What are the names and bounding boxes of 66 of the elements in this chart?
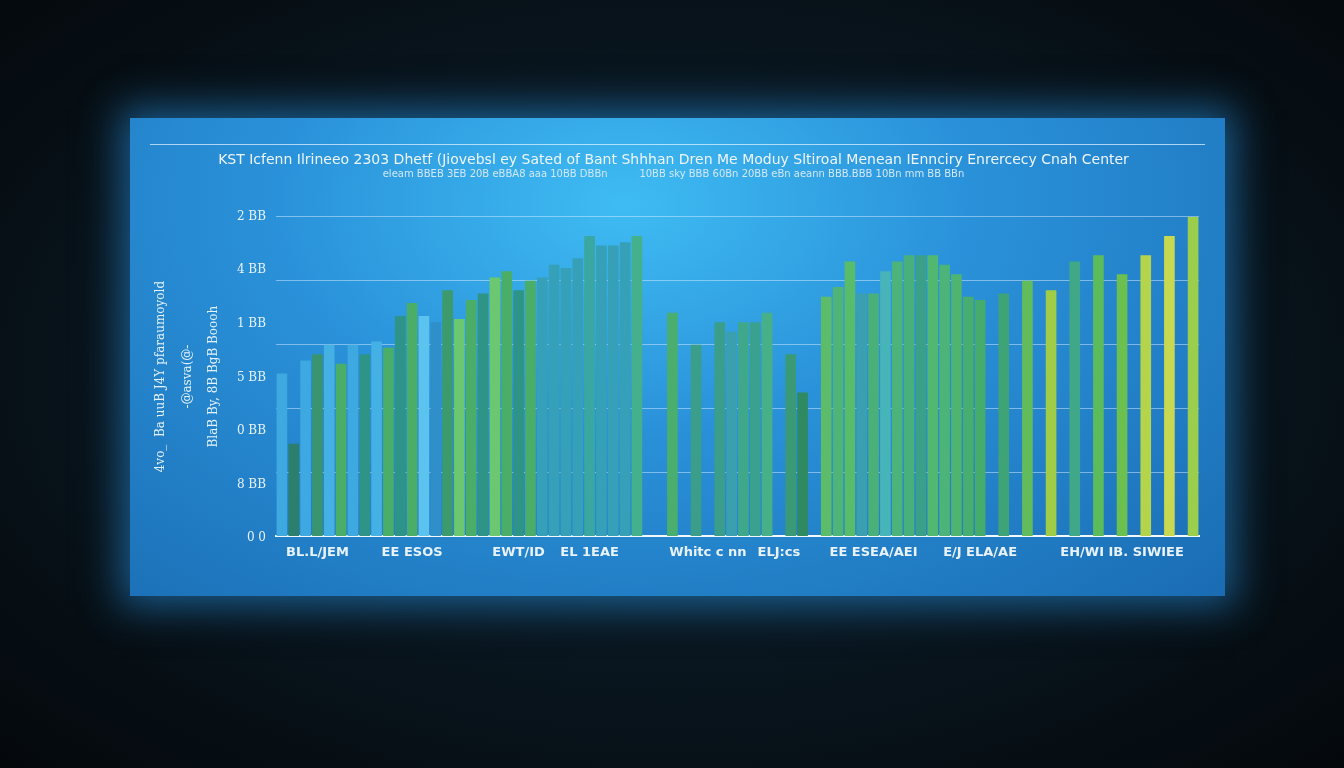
bar xyxy=(667,312,678,536)
bar xyxy=(418,315,430,536)
bar xyxy=(631,235,643,536)
text: 1 BB xyxy=(236,315,266,330)
bar xyxy=(323,344,335,536)
bar xyxy=(312,354,323,536)
bar xyxy=(442,290,453,536)
x-tick-label: EWT/ID xyxy=(492,543,546,559)
bar xyxy=(359,354,371,536)
bar xyxy=(1069,261,1081,536)
bar xyxy=(856,293,868,536)
bar xyxy=(998,293,1010,536)
bar xyxy=(489,277,501,536)
bar xyxy=(276,373,288,536)
text: 2 BB xyxy=(236,208,266,223)
x-tick-label: BL.L/JEM xyxy=(286,543,349,559)
text: 5 BB xyxy=(236,369,266,384)
bar xyxy=(1022,280,1033,536)
x-tick-label: EL 1EAE xyxy=(560,543,619,559)
bar xyxy=(880,271,891,536)
bar xyxy=(714,322,726,536)
bar xyxy=(513,290,524,536)
bar xyxy=(288,443,300,536)
bar xyxy=(465,299,477,536)
bar xyxy=(1164,235,1175,536)
bar xyxy=(406,303,418,536)
bar xyxy=(477,293,489,536)
bar xyxy=(797,392,808,536)
bar xyxy=(430,322,442,536)
bar xyxy=(785,354,797,536)
x-tick-label: Whitc c nn xyxy=(669,543,747,559)
x-tick-label: E/J ELA/AE xyxy=(943,543,1018,559)
x-tick-label: EE ESOS xyxy=(381,543,443,559)
text: 0 BB xyxy=(236,423,266,438)
bar xyxy=(1140,255,1152,536)
y-axis-title: 4vo_ Ba uuB J4Y pfaraumoyold -@asva(@- BlaB By, 8B BgB Boooh xyxy=(153,280,221,473)
bar xyxy=(1187,216,1199,536)
x-tick-label: EE ESEA/AEI xyxy=(829,543,918,559)
bar xyxy=(371,341,382,536)
text: 0 0 xyxy=(246,530,266,545)
bar xyxy=(690,344,702,536)
bar xyxy=(347,344,359,536)
bar xyxy=(820,296,832,536)
chart-subtitle: eleam BBEB 3EB 20B eBBA8 aaa 10BB DBBn 10BB sky BBB 60Bn 20BB eBn aeann BBB.BBB 10Bn mm BB BBn xyxy=(382,168,965,180)
bar xyxy=(383,347,394,536)
text: 4 BB xyxy=(236,262,266,277)
bar xyxy=(832,287,844,536)
bar xyxy=(335,363,347,536)
bar xyxy=(844,261,856,536)
bar xyxy=(868,293,879,536)
bar xyxy=(1116,274,1128,536)
bar xyxy=(454,319,465,536)
bar xyxy=(915,255,927,536)
bar xyxy=(1045,290,1057,536)
bar xyxy=(501,271,513,536)
x-tick-label: ELJ:cs xyxy=(757,543,801,559)
text: 8 BB xyxy=(236,476,266,491)
bar xyxy=(300,360,311,536)
bar xyxy=(584,235,595,536)
bar xyxy=(525,280,536,536)
x-tick-label: EH/WI IB. SIWIEE xyxy=(1060,543,1184,559)
bar xyxy=(394,315,406,536)
chart-title: KST Icfenn Ilrineeo 2303 Dhetf (Jiovebsl ey Sated of Bant Shhhan Dren Me Moduy Sltiroal Menean IEnnciry Enrercecy Cnah Center xyxy=(218,151,1130,168)
bar xyxy=(1093,255,1104,536)
bar xyxy=(761,312,773,536)
bar xyxy=(726,331,737,536)
